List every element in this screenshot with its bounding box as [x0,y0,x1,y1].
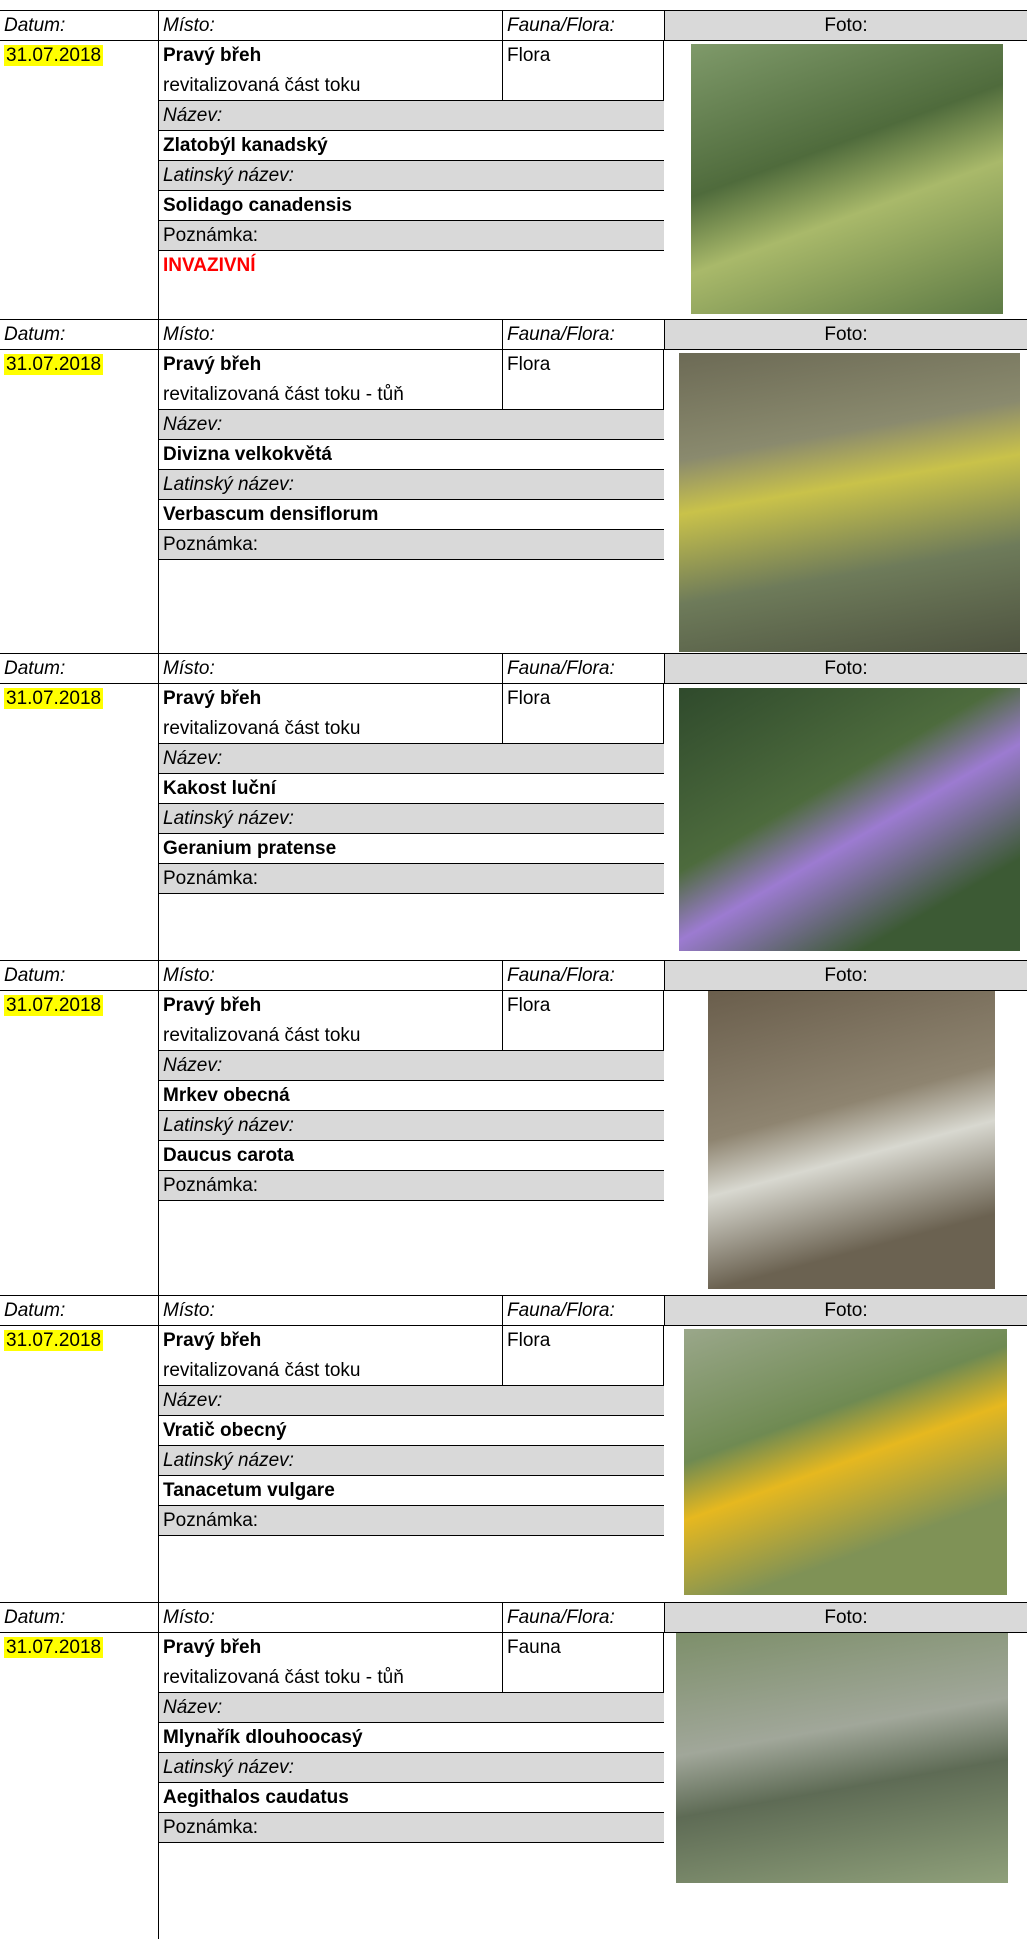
note-label: Poznámka: [158,530,664,560]
place-detail: revitalizovaná část toku - tůň [158,380,502,410]
misto-label: Místo: [158,319,502,350]
note [158,1201,664,1295]
foto-label: Foto: [664,10,1027,41]
date-cell: 31.07.2018 [0,991,158,1295]
foto-label: Foto: [664,960,1027,991]
foto-label: Foto: [664,653,1027,684]
fauna-label: Fauna/Flora: [502,653,664,684]
note [158,1843,664,1939]
name-label: Název: [158,410,664,440]
fauna-label: Fauna/Flora: [502,1602,664,1633]
type: Flora [502,1326,664,1386]
place: Pravý břeh [158,991,502,1021]
place: Pravý břeh [158,1633,502,1663]
date: 31.07.2018 [4,688,104,709]
name-label: Název: [158,744,664,774]
note-label: Poznámka: [158,221,664,251]
latin-label: Latinský název: [158,1111,664,1141]
fauna-label: Fauna/Flora: [502,10,664,41]
note [158,560,664,653]
name-label: Název: [158,1693,664,1723]
misto-label: Místo: [158,1602,502,1633]
misto-label: Místo: [158,1295,502,1326]
fauna-label: Fauna/Flora: [502,960,664,991]
note-label: Poznámka: [158,864,664,894]
photo [708,991,995,1289]
date-cell: 31.07.2018 [0,1633,158,1939]
fauna-label: Fauna/Flora: [502,319,664,350]
date: 31.07.2018 [4,45,104,66]
place: Pravý břeh [158,350,502,380]
photo [676,1633,1008,1883]
type: Flora [502,350,664,410]
name: Zlatobýl kanadský [158,131,664,161]
place-detail: revitalizovaná část toku [158,71,502,101]
date: 31.07.2018 [4,1637,104,1658]
latin: Solidago canadensis [158,191,664,221]
name: Divizna velkokvětá [158,440,664,470]
date-cell: 31.07.2018 [0,684,158,960]
note-label: Poznámka: [158,1171,664,1201]
note [158,1536,664,1602]
type: Flora [502,991,664,1051]
name: Mlynařík dlouhoocasý [158,1723,664,1753]
misto-label: Místo: [158,653,502,684]
name: Kakost luční [158,774,664,804]
note [158,894,664,960]
place-detail: revitalizovaná část toku [158,1356,502,1386]
page: Datum: Místo: Fauna/Flora: Foto: 31.07.2018 P… [0,10,1027,1939]
latin-label: Latinský název: [158,470,664,500]
datum-label: Datum: [0,960,158,991]
place-detail: revitalizovaná část toku - tůň [158,1663,502,1693]
datum-label: Datum: [0,319,158,350]
type: Flora [502,41,664,101]
name: Mrkev obecná [158,1081,664,1111]
latin-label: Latinský název: [158,804,664,834]
date: 31.07.2018 [4,1330,104,1351]
photo [679,688,1020,951]
place: Pravý břeh [158,684,502,714]
name-label: Název: [158,101,664,131]
latin: Geranium pratense [158,834,664,864]
latin-label: Latinský název: [158,161,664,191]
latin: Aegithalos caudatus [158,1783,664,1813]
note-label: Poznámka: [158,1813,664,1843]
name: Vratič obecný [158,1416,664,1446]
note: INVAZIVNÍ [158,251,664,319]
foto-label: Foto: [664,1602,1027,1633]
date-cell: 31.07.2018 [0,41,158,319]
foto-label: Foto: [664,1295,1027,1326]
photo [679,353,1020,652]
name-label: Název: [158,1386,664,1416]
misto-label: Místo: [158,960,502,991]
latin: Daucus carota [158,1141,664,1171]
type: Fauna [502,1633,664,1693]
datum-label: Datum: [0,653,158,684]
photo [691,44,1003,314]
place-detail: revitalizovaná část toku [158,714,502,744]
date: 31.07.2018 [4,354,104,375]
misto-label: Místo: [158,10,502,41]
date-cell: 31.07.2018 [0,1326,158,1602]
latin: Tanacetum vulgare [158,1476,664,1506]
datum-label: Datum: [0,1295,158,1326]
latin: Verbascum densiflorum [158,500,664,530]
datum-label: Datum: [0,1602,158,1633]
place: Pravý břeh [158,1326,502,1356]
note-label: Poznámka: [158,1506,664,1536]
date-cell: 31.07.2018 [0,350,158,653]
latin-label: Latinský název: [158,1446,664,1476]
date: 31.07.2018 [4,995,104,1016]
foto-label: Foto: [664,319,1027,350]
place: Pravý břeh [158,41,502,71]
photo [684,1329,1007,1595]
type: Flora [502,684,664,744]
datum-label: Datum: [0,10,158,41]
latin-label: Latinský název: [158,1753,664,1783]
name-label: Název: [158,1051,664,1081]
fauna-label: Fauna/Flora: [502,1295,664,1326]
place-detail: revitalizovaná část toku [158,1021,502,1051]
